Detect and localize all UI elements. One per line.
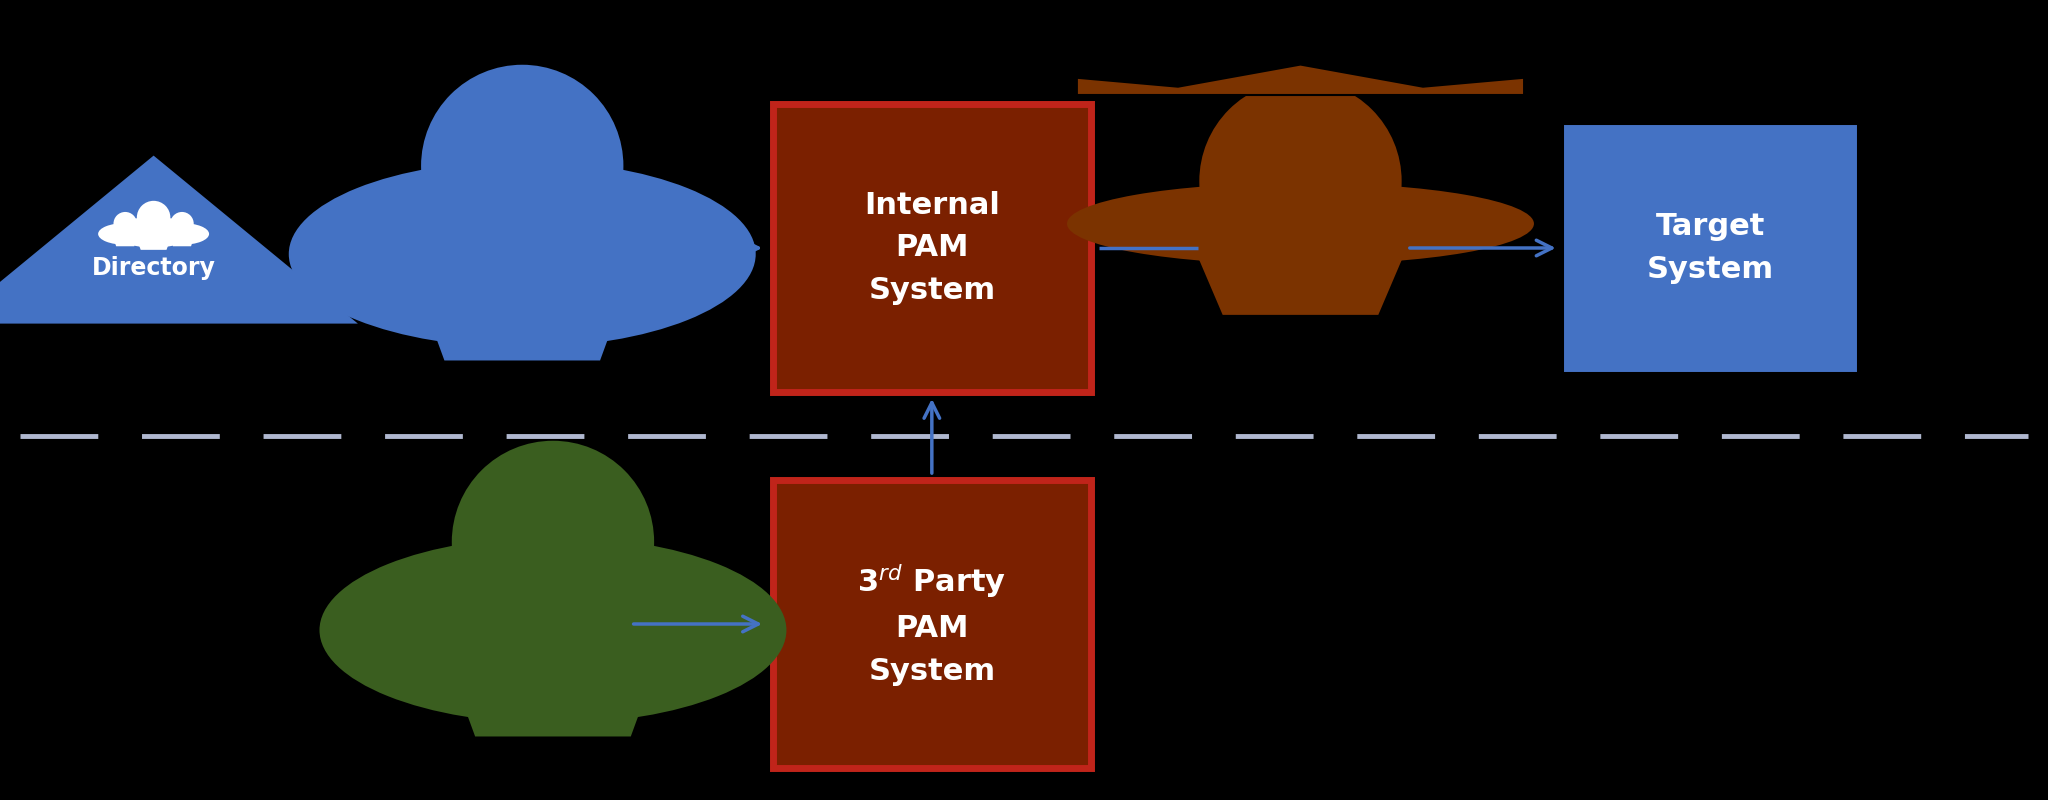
FancyBboxPatch shape xyxy=(774,480,1090,768)
Text: Internal
PAM
System: Internal PAM System xyxy=(864,190,999,306)
Ellipse shape xyxy=(156,223,209,245)
Text: Target
System: Target System xyxy=(1647,212,1774,284)
Text: 3$^{rd}$ Party
PAM
System: 3$^{rd}$ Party PAM System xyxy=(858,562,1006,686)
Text: Directory: Directory xyxy=(92,256,215,280)
Ellipse shape xyxy=(422,65,623,267)
Ellipse shape xyxy=(319,537,786,723)
Ellipse shape xyxy=(137,201,170,234)
FancyBboxPatch shape xyxy=(1567,128,1853,368)
Ellipse shape xyxy=(98,223,152,245)
FancyBboxPatch shape xyxy=(774,104,1090,392)
Ellipse shape xyxy=(1067,183,1534,265)
Ellipse shape xyxy=(113,212,137,235)
Ellipse shape xyxy=(1200,80,1401,282)
Polygon shape xyxy=(1077,66,1524,95)
Polygon shape xyxy=(0,155,358,324)
Polygon shape xyxy=(168,234,195,246)
Polygon shape xyxy=(406,254,639,361)
Ellipse shape xyxy=(115,217,193,248)
Polygon shape xyxy=(1184,224,1417,315)
Ellipse shape xyxy=(453,441,653,643)
Ellipse shape xyxy=(289,161,756,347)
Polygon shape xyxy=(436,630,670,737)
Polygon shape xyxy=(113,234,139,246)
Ellipse shape xyxy=(170,212,195,235)
Polygon shape xyxy=(135,232,172,250)
